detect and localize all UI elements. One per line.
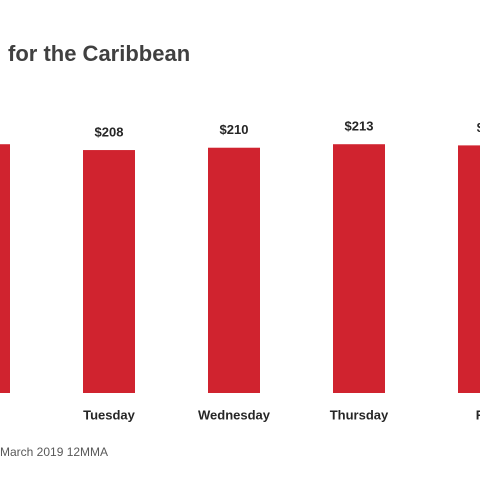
value-label: $2 <box>477 120 480 135</box>
bar <box>83 150 135 393</box>
bar <box>458 145 480 393</box>
x-tick-label: Wednesday <box>198 407 271 422</box>
x-tick-label: Tuesday <box>83 407 136 422</box>
chart-title: for the Caribbean <box>8 41 190 66</box>
bar <box>0 144 10 393</box>
value-label: $208 <box>95 124 124 139</box>
bar <box>333 144 385 393</box>
x-tick-label: Fri <box>476 407 480 422</box>
value-label: $213 <box>345 119 374 134</box>
footnote: March 2019 12MMA <box>0 445 108 459</box>
x-tick-label: Thursday <box>330 407 389 422</box>
value-label: $210 <box>220 122 249 137</box>
bar <box>208 147 260 393</box>
